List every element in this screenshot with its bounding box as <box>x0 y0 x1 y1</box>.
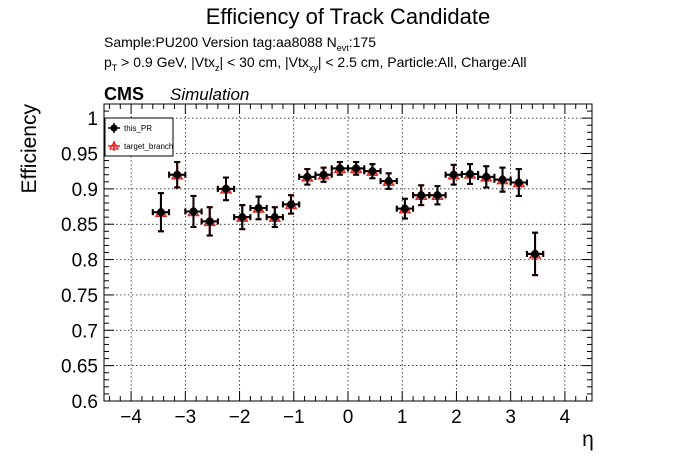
y-tick-label: 0.8 <box>72 251 98 272</box>
data-point-this_PR <box>368 167 377 176</box>
x-tick-label: 4 <box>560 407 571 428</box>
data-point-this_PR <box>335 164 344 173</box>
data-point-this_PR <box>303 172 312 181</box>
x-tick-label: −2 <box>229 407 251 428</box>
data-point-this_PR <box>514 178 523 187</box>
data-point-this_PR <box>156 208 165 217</box>
vtxxy-subscript: xy <box>308 62 318 73</box>
y-tick-label: 0.6 <box>72 392 98 413</box>
data-point-this_PR <box>400 204 409 213</box>
x-axis-label: η <box>582 428 594 451</box>
series-this_PR <box>151 160 545 277</box>
y-axis-label: Efficiency <box>18 104 41 194</box>
simulation-label: Simulation <box>170 85 250 104</box>
data-point-this_PR <box>173 170 182 179</box>
data-point-this_PR <box>449 170 458 179</box>
x-tick-label: 3 <box>505 407 516 428</box>
data-point-this_PR <box>384 177 393 186</box>
cuts-text-2: | < 30 cm, |Vtx <box>219 54 309 70</box>
vtxz-subscript: z <box>214 62 220 73</box>
x-tick-label: −3 <box>174 407 196 428</box>
nevt-value: :175 <box>348 34 376 50</box>
cuts-text-3: | < 2.5 cm, Particle:All, Charge:All <box>317 54 527 70</box>
x-tick-label: −4 <box>120 407 142 428</box>
y-tick-label: 1 <box>87 109 98 130</box>
x-tick-label: 2 <box>451 407 462 428</box>
y-tick-label: 0.7 <box>72 321 98 342</box>
data-point-this_PR <box>238 213 247 222</box>
data-point-this_PR <box>287 200 296 209</box>
legend-label-target_branch: target_branch <box>124 142 173 151</box>
nevt-subscript: evt <box>336 42 349 53</box>
data-point-this_PR <box>433 191 442 200</box>
y-tick-label: 0.95 <box>61 145 98 166</box>
data-point-this_PR <box>466 170 474 179</box>
y-tick-label: 0.9 <box>72 180 98 201</box>
legend-label-this_PR: this_PR <box>124 124 152 133</box>
data-point-this_PR <box>531 249 540 258</box>
cms-label: CMS <box>104 84 144 104</box>
data-point-this_PR <box>205 217 214 226</box>
sample-info-line: Sample:PU200 Version tag:aa8088 Nevt:175 <box>104 34 376 53</box>
cuts-text-1: > 0.9 GeV, |Vtx <box>117 54 215 70</box>
pt-label: p <box>104 54 112 70</box>
data-point-this_PR <box>254 203 263 212</box>
data-point-this_PR <box>270 213 279 222</box>
data-point-this_PR <box>498 175 507 184</box>
legend-box <box>104 117 174 157</box>
x-tick-label: 1 <box>397 407 408 428</box>
data-point-this_PR <box>319 170 328 179</box>
legend: this_PR target_branch <box>104 117 174 157</box>
legend-marker-this_PR <box>110 124 118 132</box>
data-point-this_PR <box>222 184 230 193</box>
data-point-this_PR <box>417 191 426 200</box>
data-point-this_PR <box>482 172 491 181</box>
y-tick-label: 0.75 <box>61 286 98 307</box>
data-point-this_PR <box>352 164 361 173</box>
x-tick-label: 0 <box>343 407 354 428</box>
sample-info-text: Sample:PU200 Version tag:aa8088 N <box>104 34 337 50</box>
y-tick-label: 0.65 <box>61 357 98 378</box>
chart-title: Efficiency of Track Candidate <box>205 4 491 29</box>
data-point-this_PR <box>189 207 198 216</box>
x-tick-label: −1 <box>283 407 305 428</box>
y-tick-label: 0.85 <box>61 215 98 236</box>
pt-subscript: T <box>111 62 118 73</box>
legend-marker-target_branch <box>108 140 120 150</box>
cuts-info-line: pT > 0.9 GeV, |Vtxz| < 30 cm, |Vtxxy| < … <box>104 54 527 73</box>
